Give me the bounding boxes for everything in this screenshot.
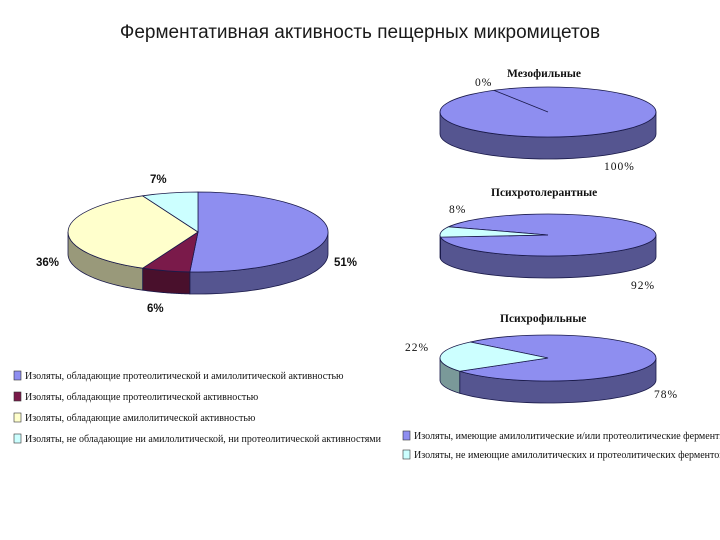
pie-slice: [439, 213, 657, 257]
chart-title: Мезофильные: [507, 68, 581, 80]
legend-swatch: [13, 391, 22, 402]
pie-slice: [439, 341, 549, 372]
chart-title: Психротолерантные: [491, 187, 597, 199]
chart-title: Психрофильные: [500, 313, 586, 325]
pie-slice: [459, 334, 657, 382]
legend-label: Изоляты, не имеющие амилолитических и пр…: [414, 450, 720, 461]
pie-slice: [67, 195, 199, 269]
legend-swatch: [13, 370, 22, 381]
data-label: 78%: [654, 389, 678, 401]
pie-zero-slice-line: [493, 89, 549, 113]
data-label: 100%: [604, 161, 635, 173]
data-label: 36%: [36, 257, 59, 269]
pie-slice: [141, 191, 199, 233]
legend-label: Изоляты, обладающие протеолитической акт…: [25, 392, 259, 403]
legend-swatch: [402, 430, 411, 441]
legend-label: Изоляты, имеющие амилолитические и/или п…: [414, 431, 720, 442]
legend-label: Изоляты, обладающие протеолитической и а…: [25, 371, 344, 382]
pie-slice: [439, 226, 549, 238]
legend-swatch: [402, 449, 411, 460]
pie-slice: [189, 191, 329, 273]
data-label: 6%: [147, 303, 164, 315]
data-label: 7%: [150, 174, 167, 186]
pie-chart-3: [439, 334, 657, 404]
data-label: 0%: [475, 77, 492, 89]
data-label: 22%: [405, 342, 429, 354]
legend-swatch: [13, 412, 22, 423]
data-label: 92%: [631, 280, 655, 292]
legend-label: Изоляты, обладающие амилолитической акти…: [25, 413, 256, 424]
legend-swatch: [13, 433, 22, 444]
pie-chart-2: [439, 213, 657, 279]
data-label: 8%: [449, 204, 466, 216]
pie-side-wall: [439, 235, 441, 260]
pie-chart-0: [67, 191, 329, 295]
legend-label: Изоляты, не обладающие ни амилолитическо…: [25, 434, 382, 445]
data-label: 51%: [334, 257, 357, 269]
pie-chart-1: [439, 86, 657, 160]
slide-title: Ферментативная активность пещерных микро…: [119, 22, 601, 43]
